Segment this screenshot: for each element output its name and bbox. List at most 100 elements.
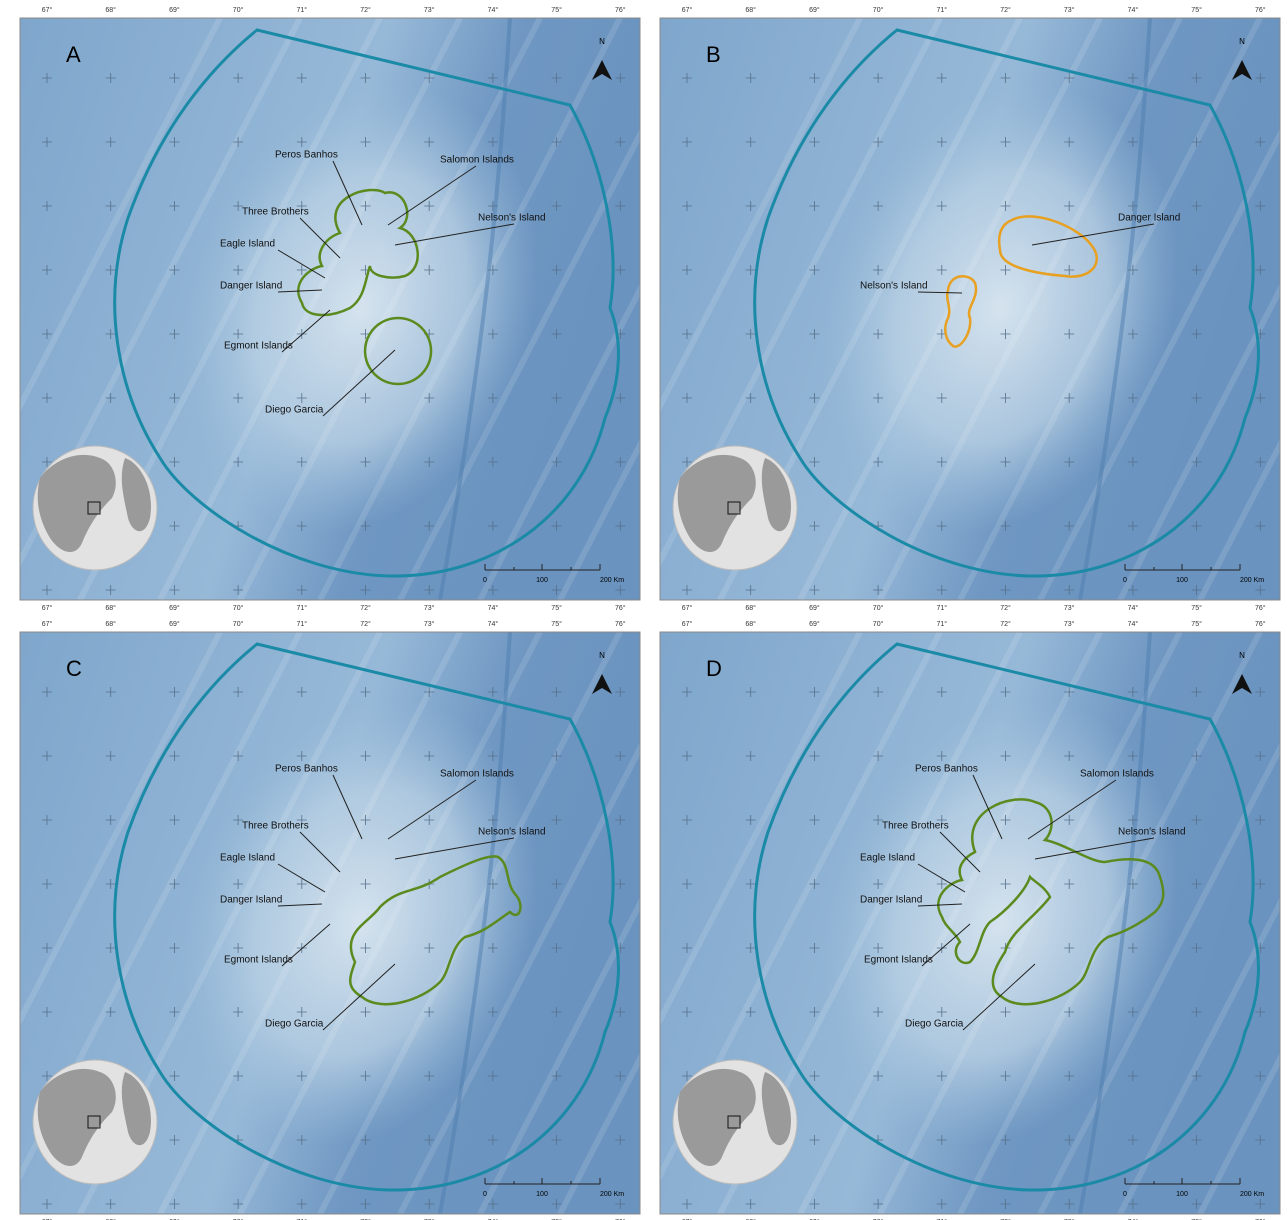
graticule-cross [105,393,116,403]
graticule-cross [1255,879,1266,889]
graticule-cross [745,393,756,403]
scale-label: 100 [1176,1191,1188,1198]
graticule-cross [424,457,435,467]
panel-letter: D [706,656,722,681]
graticule-cross [169,943,180,953]
graticule-cross [360,1199,371,1209]
longitude-label: 76° [615,6,626,14]
graticule-cross [873,879,884,889]
graticule-cross [682,137,692,147]
graticule-cross [1191,687,1202,697]
graticule-cross [1064,879,1075,889]
place-label: Nelson's Island [478,827,546,838]
graticule-cross [1191,943,1202,953]
graticule-cross [682,687,692,697]
graticule-cross [551,751,562,761]
north-label: N [1239,651,1245,660]
graticule-cross [745,943,756,953]
graticule-cross [682,1071,692,1081]
graticule-cross [42,73,52,83]
graticule-cross [1000,585,1011,595]
graticule-cross [615,751,626,761]
graticule-cross [424,1199,435,1209]
graticule-cross [682,1199,692,1209]
longitude-label: 69° [809,620,820,628]
graticule-cross [360,457,371,467]
scale-bar [1124,1178,1241,1185]
longitude-label: 74° [488,604,499,612]
graticule-cross [809,1135,820,1145]
scale-label: 200 Km [600,1191,624,1198]
globe-land [677,1068,791,1167]
graticule-cross [105,1199,116,1209]
longitude-label: 73° [424,620,435,628]
graticule-cross [615,1007,626,1017]
longitude-label: 72° [360,620,371,628]
graticule-cross [296,815,307,825]
graticule-cross [1255,521,1266,531]
scale-label: 200 Km [600,577,624,584]
longitude-label: 71° [937,604,948,612]
ridge [557,438,640,600]
graticule-cross [233,879,244,889]
map-panel: A N Peros Banhos Salomon Islands Three Broth… [19,6,641,612]
graticule-cross [1064,1007,1075,1017]
graticule-cross [1064,1071,1075,1081]
graticule-cross [1000,521,1011,531]
globe-locator [87,1115,101,1129]
graticule-cross [296,201,307,211]
graticule-cross [873,137,884,147]
graticule-cross [809,265,820,275]
habitat-outline [937,798,1165,1006]
graticule-cross [809,1007,820,1017]
graticule-cross [745,585,756,595]
trench [1078,632,1152,1214]
graticule-cross [42,751,52,761]
graticule-cross [873,73,884,83]
graticule-cross [424,393,435,403]
graticule-cross [296,393,307,403]
graticule-cross [1191,201,1202,211]
graticule-cross [296,751,307,761]
graticule-cross [873,1199,884,1209]
graticule-cross [424,687,435,697]
bank [821,84,1179,532]
graticule-cross [1127,73,1138,83]
graticule-cross [1127,265,1138,275]
scale-label: 100 [1176,577,1188,584]
graticule-cross [551,1007,562,1017]
globe-locator [727,501,741,515]
graticule-cross [487,943,498,953]
graticule-cross [745,879,756,889]
graticule-cross [1000,1199,1011,1209]
graticule-cross [551,265,562,275]
graticule-cross [1000,1135,1011,1145]
longitude-label: 76° [1255,6,1266,14]
graticule-cross [745,1007,756,1017]
graticule-cross [487,879,498,889]
longitude-label: 71° [937,1218,948,1220]
trench [438,632,512,1214]
graticule-cross [873,751,884,761]
place-label: Peros Banhos [275,764,338,775]
scale-label: 0 [483,577,487,584]
graticule-cross [487,687,498,697]
longitude-label: 75° [1191,620,1202,628]
graticule-cross [1064,393,1075,403]
graticule-cross [1064,585,1075,595]
graticule-cross [615,1135,626,1145]
graticule-cross [487,751,498,761]
leader-line [917,291,963,294]
graticule-cross [936,1007,947,1017]
longitude-label: 75° [1191,1218,1202,1220]
globe-locator [87,501,101,515]
graticule-cross [615,201,626,211]
scale-bar [1124,564,1241,571]
graticule-cross [169,1135,180,1145]
graticule-cross [424,521,435,531]
graticule-cross [360,201,371,211]
graticule-cross [487,585,498,595]
ridge [397,741,640,1214]
graticule-cross [42,201,52,211]
leader-line [1031,223,1155,246]
